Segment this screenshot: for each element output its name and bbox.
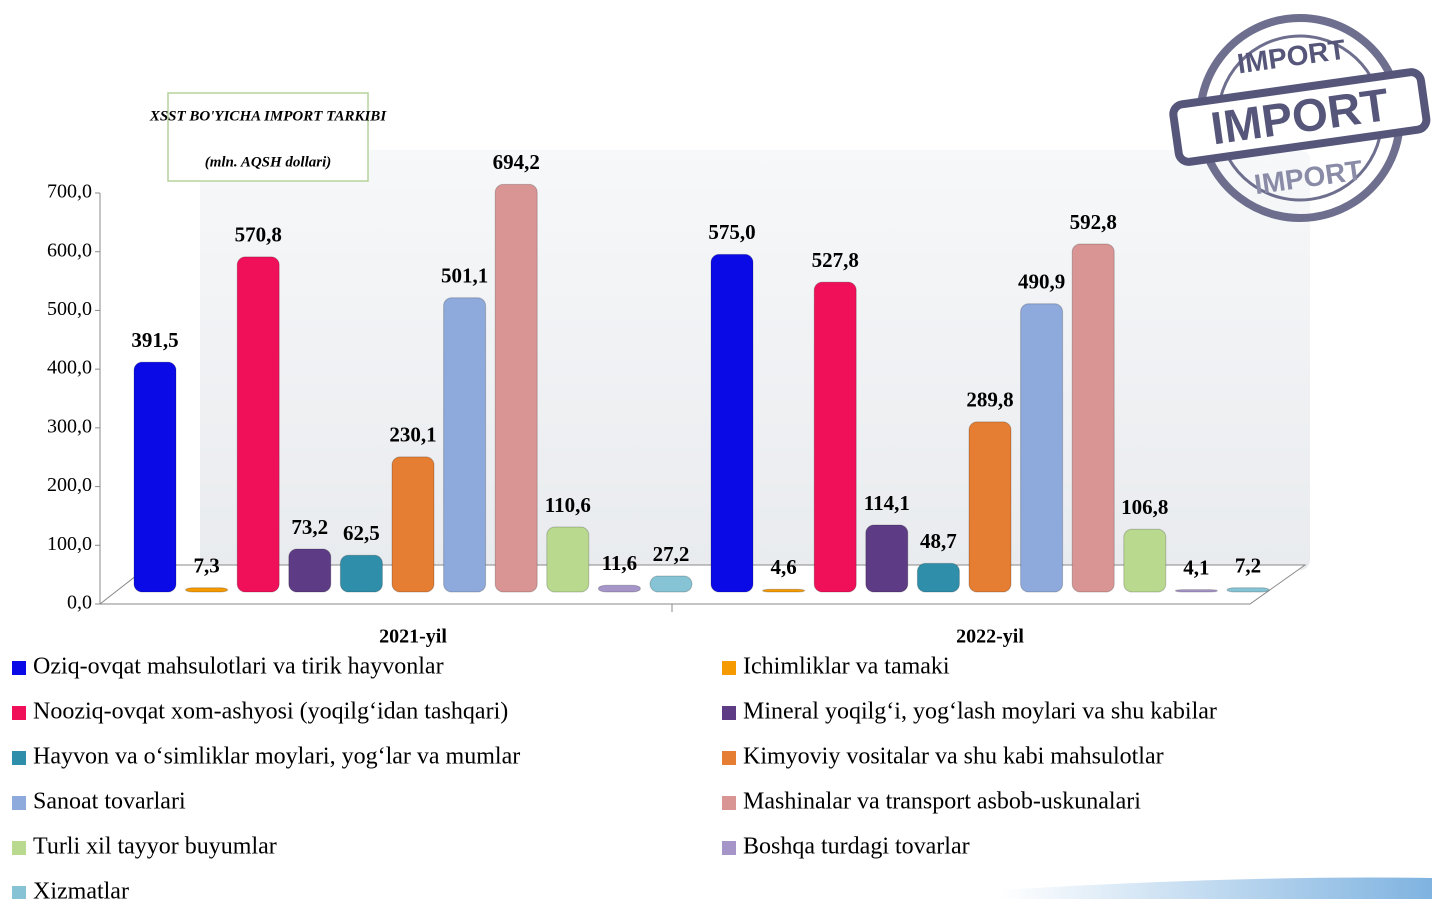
legend-swatch: [722, 661, 736, 675]
value-label: 501,1: [441, 264, 488, 288]
legend-swatch: [12, 841, 26, 855]
legend-label: Nooziq-ovqat xom-ashyosi (yoqilg‘idan ta…: [33, 699, 508, 725]
y-tick-label: 700,0: [47, 181, 92, 203]
value-label: 289,8: [966, 388, 1013, 412]
bar: [134, 362, 176, 592]
legend-label: Kimyoviy vositalar va shu kabi mahsulotl…: [743, 744, 1164, 770]
bar: [186, 588, 228, 592]
value-label: 391,5: [131, 328, 178, 352]
bar: [1227, 588, 1269, 592]
bar: [1175, 590, 1217, 592]
value-label: 106,8: [1121, 495, 1168, 519]
chart-subtitle: (mln. AQSH dollari): [205, 154, 332, 170]
bar: [547, 527, 589, 592]
legend-swatch: [722, 706, 736, 720]
legend-label: Xizmatlar: [33, 879, 129, 899]
legend-label: Sanoat tovarlari: [33, 789, 186, 815]
bar: [814, 282, 856, 592]
value-label: 110,6: [545, 493, 591, 517]
legend-label: Oziq-ovqat mahsulotlari va tirik hayvonl…: [33, 654, 444, 680]
swoosh: [1000, 878, 1432, 899]
bar: [392, 457, 434, 592]
value-label: 11,6: [602, 551, 638, 575]
value-label: 490,9: [1018, 270, 1065, 294]
value-label: 4,1: [1183, 555, 1209, 579]
bar: [495, 184, 537, 592]
value-label: 527,8: [812, 248, 859, 272]
legend-swatch: [12, 796, 26, 810]
value-label: 7,3: [193, 554, 219, 578]
legend-swatch: [12, 661, 26, 675]
legend-label: Hayvon va o‘simliklar moylari, yog‘lar v…: [33, 744, 520, 770]
bar: [763, 589, 805, 592]
bar: [444, 298, 486, 592]
bar: [711, 254, 753, 592]
value-label: 694,2: [493, 150, 540, 174]
legend-label: Mineral yoqilg‘i, yog‘lash moylari va sh…: [743, 699, 1217, 725]
y-tick-label: 500,0: [47, 298, 92, 320]
legend-label: Ichimliklar va tamaki: [743, 654, 950, 680]
legend-swatch: [722, 841, 736, 855]
bar: [340, 555, 382, 592]
bar: [289, 549, 331, 592]
legend-label: Mashinalar va transport asbob-uskunalari: [743, 789, 1141, 815]
chart-title: XSST BO'YICHA IMPORT TARKIBI: [149, 108, 387, 124]
bar: [866, 525, 908, 592]
legend-swatch: [12, 706, 26, 720]
value-label: 62,5: [343, 521, 380, 545]
legend-swatch: [722, 796, 736, 810]
value-label: 27,2: [653, 542, 690, 566]
bar: [1072, 244, 1114, 592]
legend-label: Turli xil tayyor buyumlar: [33, 834, 277, 860]
value-label: 4,6: [770, 555, 796, 579]
y-tick-label: 0,0: [67, 592, 92, 614]
value-label: 592,8: [1070, 210, 1117, 234]
legend-swatch: [12, 886, 26, 899]
value-label: 575,0: [708, 220, 755, 244]
legend-swatch: [12, 751, 26, 765]
value-label: 48,7: [920, 529, 957, 553]
bar: [1021, 304, 1063, 592]
value-label: 230,1: [389, 423, 436, 447]
bar: [598, 585, 640, 592]
value-label: 7,2: [1235, 554, 1261, 578]
y-tick-label: 400,0: [47, 357, 92, 379]
stamp-text: IMPORT: [1235, 34, 1347, 80]
bar: [650, 576, 692, 592]
value-label: 114,1: [864, 491, 910, 515]
x-tick-label: 2022-yil: [956, 626, 1024, 648]
y-tick-label: 100,0: [47, 533, 92, 555]
legend-label: Boshqa turdagi tovarlar: [743, 834, 970, 860]
y-tick-label: 600,0: [47, 239, 92, 261]
bar: [1124, 529, 1166, 592]
y-tick-label: 300,0: [47, 415, 92, 437]
legend-swatch: [722, 751, 736, 765]
x-tick-label: 2021-yil: [379, 626, 447, 648]
value-label: 570,8: [235, 223, 282, 247]
y-tick-label: 200,0: [47, 474, 92, 496]
value-label: 73,2: [291, 515, 328, 539]
bar: [237, 257, 279, 592]
bar: [969, 422, 1011, 592]
bar: [917, 563, 959, 592]
chart: 0,0 100,0 200,0 300,0 400,0 500,0 600,0 700,0 20…: [0, 0, 1432, 899]
